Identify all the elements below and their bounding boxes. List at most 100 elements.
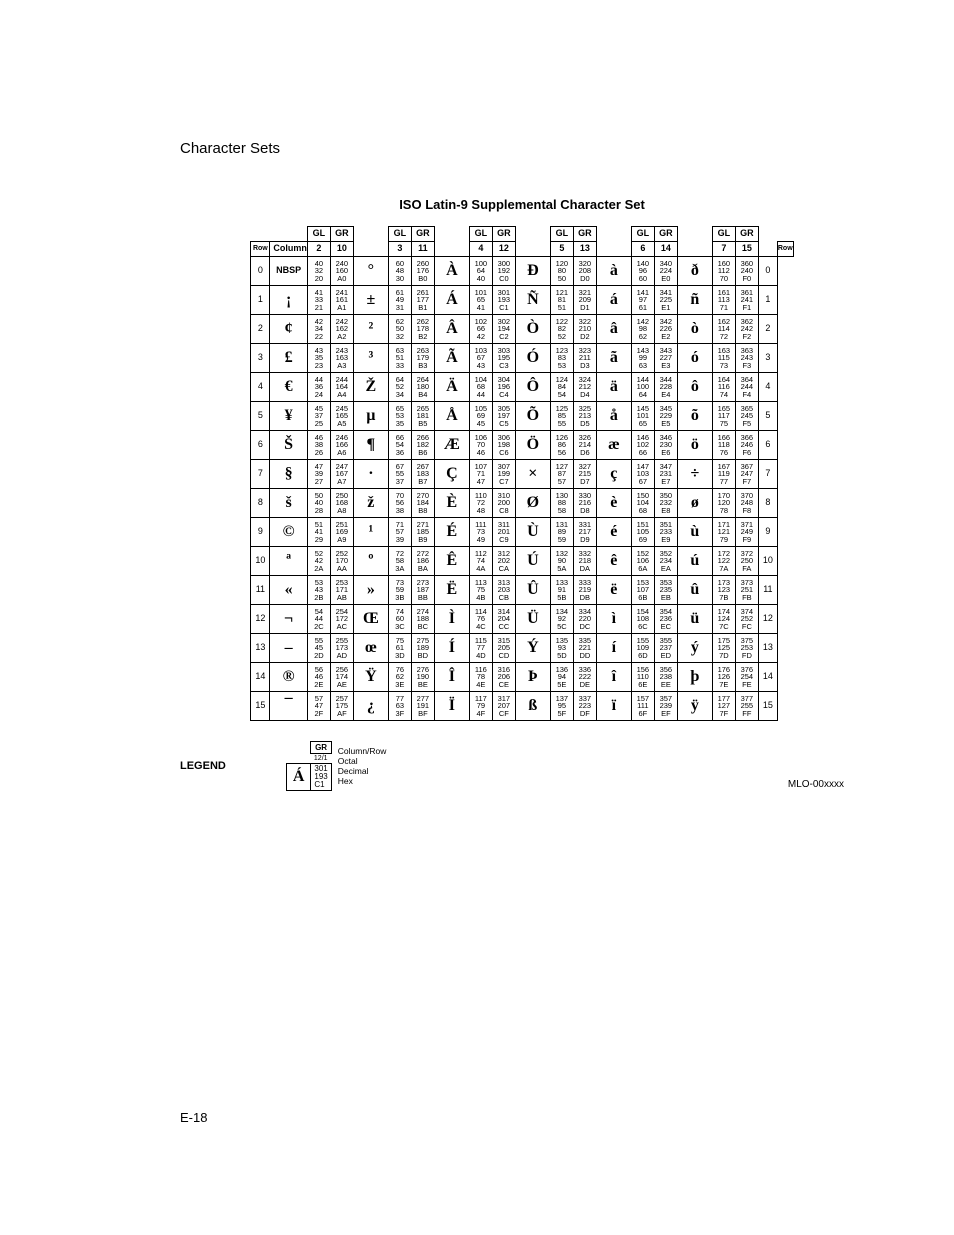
code-gr: 326214D6 (573, 431, 596, 460)
code-gl: 134925C (550, 605, 573, 634)
header-gl: GL (712, 227, 735, 242)
header-gl: GL (550, 227, 573, 242)
code-gl: 1761267E (712, 663, 735, 692)
code-gr: 321209D1 (573, 286, 596, 315)
glyph-cell: é (596, 518, 631, 547)
glyph-cell: ® (270, 663, 308, 692)
code-gl: 16111371 (712, 286, 735, 315)
glyph-cell: ç (596, 460, 631, 489)
code-gr: 371249F9 (735, 518, 758, 547)
code-gr: 341225E1 (654, 286, 677, 315)
glyph-cell: ¥ (270, 402, 308, 431)
header-col: 4 (469, 242, 492, 257)
code-gr: 346230E6 (654, 431, 677, 460)
code-gr: 241161A1 (330, 286, 353, 315)
glyph-cell: Í (434, 634, 469, 663)
code-gl: 1531076B (631, 576, 654, 605)
glyph-cell: ú (677, 547, 712, 576)
row-number-right: 3 (758, 344, 777, 373)
row-number-left: 14 (251, 663, 270, 692)
glyph-cell: œ (353, 634, 388, 663)
code-gr: 354236EC (654, 605, 677, 634)
code-gr: 267183B7 (411, 460, 434, 489)
code-gl: 504028 (307, 489, 330, 518)
code-gr: 365245F5 (735, 402, 758, 431)
code-gr: 253171AB (330, 576, 353, 605)
code-gl: 16511775 (712, 402, 735, 431)
code-gr: 306198C6 (492, 431, 515, 460)
code-gr: 264180B4 (411, 373, 434, 402)
code-gr: 266182B6 (411, 431, 434, 460)
glyph-cell: § (270, 460, 308, 489)
row-number-left: 7 (251, 460, 270, 489)
section-title: Character Sets (180, 140, 864, 157)
code-gr: 335221DD (573, 634, 596, 663)
row-number-right: 4 (758, 373, 777, 402)
code-gl: 1107248 (469, 489, 492, 518)
code-gl: 604830 (388, 257, 411, 286)
glyph-cell: ò (677, 315, 712, 344)
glyph-cell: º (353, 547, 388, 576)
header-col: 15 (735, 242, 758, 257)
glyph-cell: Ú (515, 547, 550, 576)
code-gr: 255173AD (330, 634, 353, 663)
code-gl: 705638 (388, 489, 411, 518)
glyph-cell: Ž (353, 373, 388, 402)
code-gl: 73593B (388, 576, 411, 605)
glyph-cell: Á (434, 286, 469, 315)
glyph-cell: È (434, 489, 469, 518)
glyph-cell: Ò (515, 315, 550, 344)
code-gl: 1056945 (469, 402, 492, 431)
glyph-cell: NBSP (270, 257, 308, 286)
header-col: 11 (411, 242, 434, 257)
code-gl: 55452D (307, 634, 330, 663)
glyph-cell: ¢ (270, 315, 308, 344)
code-gr: 377255FF (735, 692, 758, 721)
code-gl: 53432B (307, 576, 330, 605)
glyph-cell: Û (515, 576, 550, 605)
row-number-right: 2 (758, 315, 777, 344)
code-gr: 272186BA (411, 547, 434, 576)
code-gr: 307199C7 (492, 460, 515, 489)
glyph-cell: ö (677, 431, 712, 460)
glyph-cell: Œ (353, 605, 388, 634)
row-number-left: 11 (251, 576, 270, 605)
glyph-cell: ª (270, 547, 308, 576)
glyph-cell: Ý (515, 634, 550, 663)
glyph-cell: · (353, 460, 388, 489)
code-gr: 277191BF (411, 692, 434, 721)
code-gr: 314204CC (492, 605, 515, 634)
code-gr: 345229E5 (654, 402, 677, 431)
code-gl: 14510165 (631, 402, 654, 431)
code-gr: 360240F0 (735, 257, 758, 286)
glyph-cell: ¬ (270, 605, 308, 634)
header-col: 7 (712, 242, 735, 257)
code-gl: 76623E (388, 663, 411, 692)
code-gl: 114764C (469, 605, 492, 634)
glyph-cell: Ÿ (353, 663, 388, 692)
code-gl: 635133 (388, 344, 411, 373)
header-gl: GL (469, 227, 492, 242)
glyph-cell: ã (596, 344, 631, 373)
code-gl: 1771277F (712, 692, 735, 721)
code-gr: 304196C4 (492, 373, 515, 402)
glyph-cell: ð (677, 257, 712, 286)
code-gl: 655335 (388, 402, 411, 431)
glyph-cell: Ï (434, 692, 469, 721)
glyph-cell: ° (353, 257, 388, 286)
glyph-cell: ì (596, 605, 631, 634)
code-gr: 353235EB (654, 576, 677, 605)
glyph-cell: µ (353, 402, 388, 431)
code-gl: 625032 (388, 315, 411, 344)
code-gl: 117794F (469, 692, 492, 721)
glyph-cell: Å (434, 402, 469, 431)
code-gl: 15010468 (631, 489, 654, 518)
code-gl: 1751257D (712, 634, 735, 663)
header-gr: GR (573, 227, 596, 242)
code-gr: 313203CB (492, 576, 515, 605)
code-gr: 343227E3 (654, 344, 677, 373)
code-gl: 1067046 (469, 431, 492, 460)
glyph-cell: ³ (353, 344, 388, 373)
header-gr: GR (330, 227, 353, 242)
header-gl: GL (631, 227, 654, 242)
